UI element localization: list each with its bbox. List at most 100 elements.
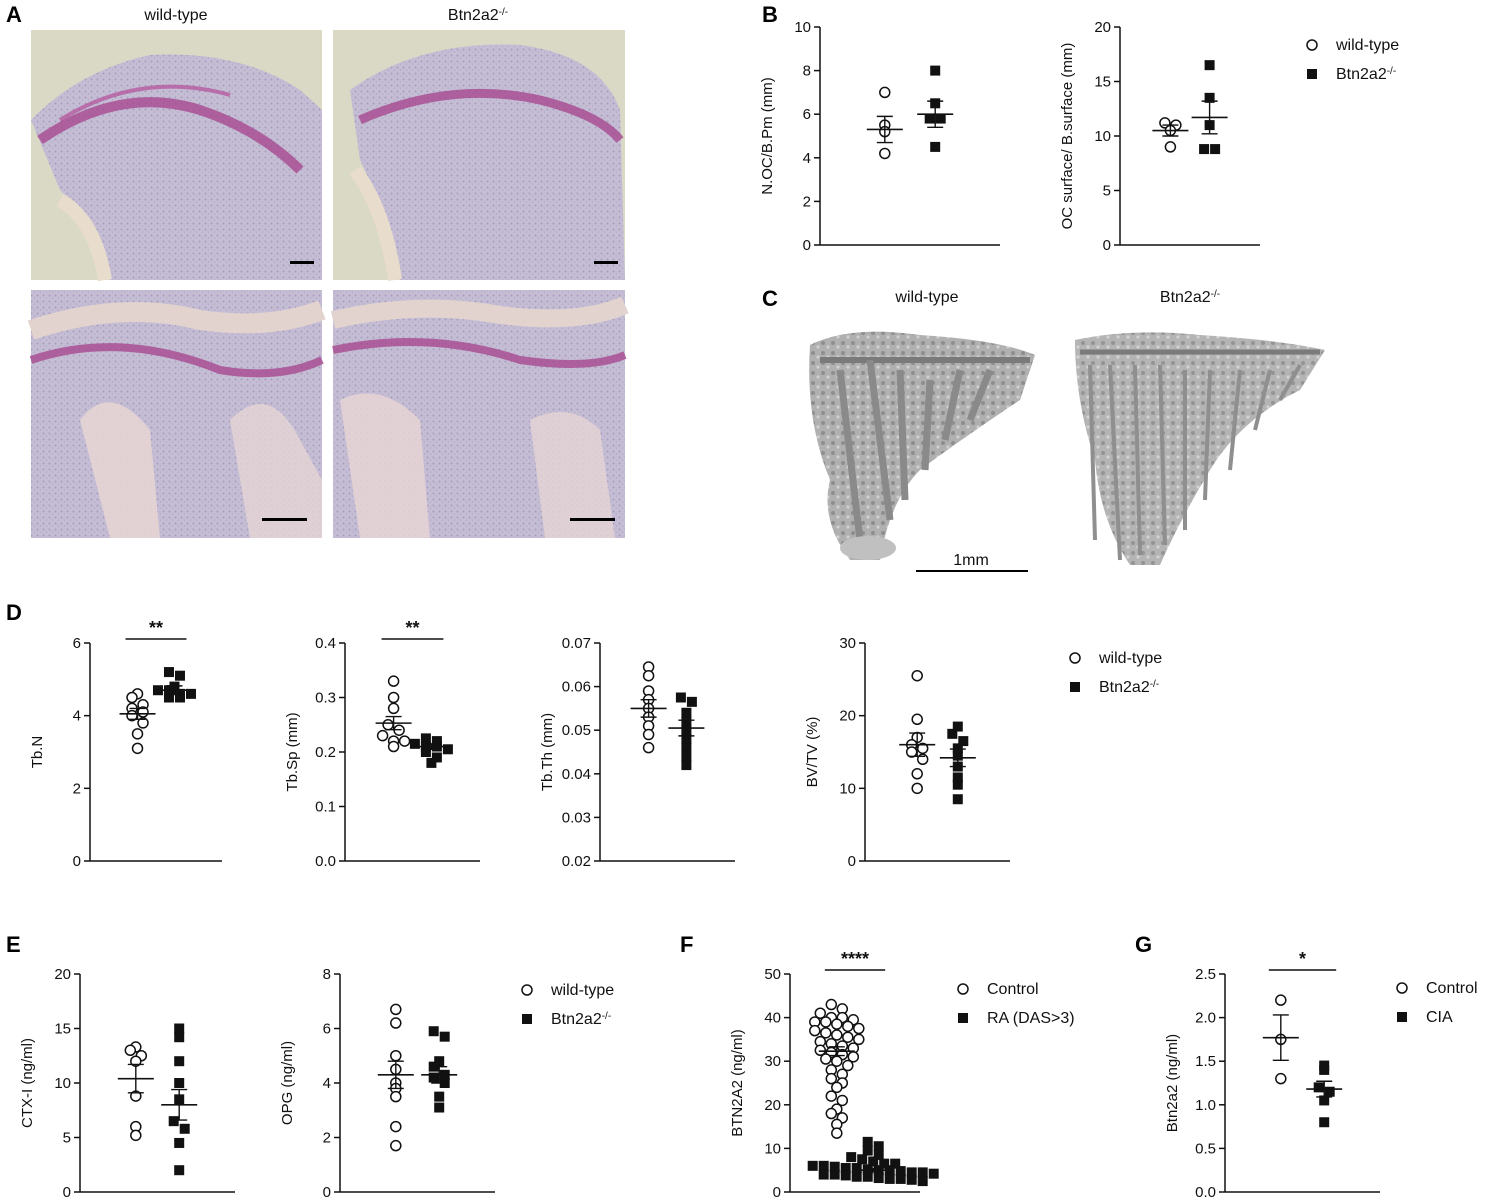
data-point-square [952,794,963,805]
data-point-circle [820,1027,832,1039]
y-tick-label: 0.07 [562,635,591,652]
data-point-circle [853,1033,865,1046]
data-point-square [930,65,941,76]
data-point-square [431,752,442,763]
chart-e2: 0 2 4 6 8 OPG (ng/ml) [279,966,495,1201]
data-point-square [958,736,969,747]
data-point-square [928,1168,939,1179]
y-tick-label: 20 [764,1097,781,1114]
data-point-square [884,1173,895,1184]
legend-marker-square [1307,69,1317,79]
y-axis-label: Tb.Th (mm) [539,713,556,791]
data-point-circle [842,1059,854,1072]
series-open-circles [119,688,156,755]
data-point-square [174,1056,185,1067]
data-point-square [862,1145,873,1156]
data-point-circle [642,669,655,682]
series-open-circles [866,86,903,160]
y-tick-label: 2.5 [1195,966,1216,983]
data-point-square [952,772,963,783]
y-tick-label: 10 [1094,128,1111,145]
data-point-square [1319,1064,1330,1075]
panel-label-b: B [762,2,778,27]
y-tick-label: 0.02 [562,853,591,870]
microct-scalebar-label: 1mm [953,552,989,569]
histology-caption-knockout-sup: -/- [499,7,508,18]
data-point-circle [825,1107,838,1120]
microct-render-knockout [1075,332,1325,565]
data-point-circle [879,147,891,160]
legend-marker-square [1070,682,1080,692]
data-point-circle [842,1020,854,1033]
data-point-square [851,1171,862,1182]
y-tick-label: 0 [803,237,811,254]
series-open-circles [375,675,412,753]
data-point-square [1210,144,1221,155]
significance-stars: ** [149,618,163,638]
data-point-square [840,1170,851,1181]
data-point-circle [390,1139,402,1152]
series-filled-squares [668,692,705,771]
data-point-square [952,743,963,754]
y-tick-label: 0.05 [562,722,591,739]
data-point-square [857,1154,868,1165]
chart-g: 0.0 0.5 1.0 1.5 2.0 2.5 Btn2a2 (ng/ml) * [1164,949,1380,1201]
legend-marker-square [522,1014,532,1024]
data-point-square [675,692,686,703]
data-point-square [862,1164,873,1175]
data-point-square [895,1166,906,1177]
y-tick-label: 0.1 [315,799,336,816]
legend: wild-type Btn2a2-/- [1069,650,1162,697]
y-tick-label: 6 [323,1021,331,1038]
data-point-square [952,721,963,732]
data-point-circle [879,86,891,99]
y-tick-label: 30 [839,635,856,652]
data-point-circle [130,1129,142,1142]
data-point-circle [831,1081,843,1094]
data-point-circle [905,746,918,758]
data-point-circle [398,735,411,747]
y-axis-label: N.OC/B.Pm (mm) [759,77,776,195]
y-axis-label: Tb.Sp (mm) [284,712,301,791]
y-tick-label: 0.4 [315,635,336,652]
series-open-circles [1152,117,1189,153]
y-axis-label: CTX-I (ng/ml) [19,1038,36,1128]
data-point-circle [126,691,138,704]
data-point-circle [390,1003,402,1016]
data-point-circle [1275,994,1287,1006]
data-point-square [168,1116,179,1127]
y-tick-label: 2 [73,780,81,797]
y-tick-label: 6 [73,635,81,652]
y-tick-label: 50 [764,966,781,983]
data-point-square [906,1174,917,1185]
y-tick-label: 0 [1103,237,1111,254]
y-tick-label: 0.0 [1195,1184,1216,1201]
data-point-circle [131,728,144,740]
legend-label: Btn2a2-/- [1099,679,1159,697]
data-point-square [952,779,963,790]
data-point-square [873,1141,884,1152]
data-point-square [681,707,692,718]
data-point-circle [836,1094,849,1107]
legend-marker-square [958,1013,968,1023]
data-point-square [947,728,958,739]
data-point-square [434,1091,445,1102]
legend-label: wild-type [550,982,614,999]
data-point-square [851,1163,862,1174]
significance-stars: **** [841,949,869,969]
data-point-circle [814,1044,827,1057]
y-tick-label: 0 [73,853,81,870]
data-point-square [868,1156,879,1167]
data-point-square [862,1171,873,1182]
y-axis-label: OPG (ng/ml) [279,1041,296,1125]
data-point-square [174,1137,185,1148]
data-point-square [174,692,185,703]
data-point-circle [387,740,400,753]
y-axis-label: BV/TV (%) [804,717,821,788]
y-tick-label: 2 [803,193,811,210]
y-tick-label: 0 [848,853,856,870]
chart-d4: 0 10 20 30 BV/TV (%) [804,635,1010,870]
y-tick-label: 10 [54,1075,71,1092]
data-point-circle [814,1007,827,1019]
series-filled-squares [152,667,196,703]
